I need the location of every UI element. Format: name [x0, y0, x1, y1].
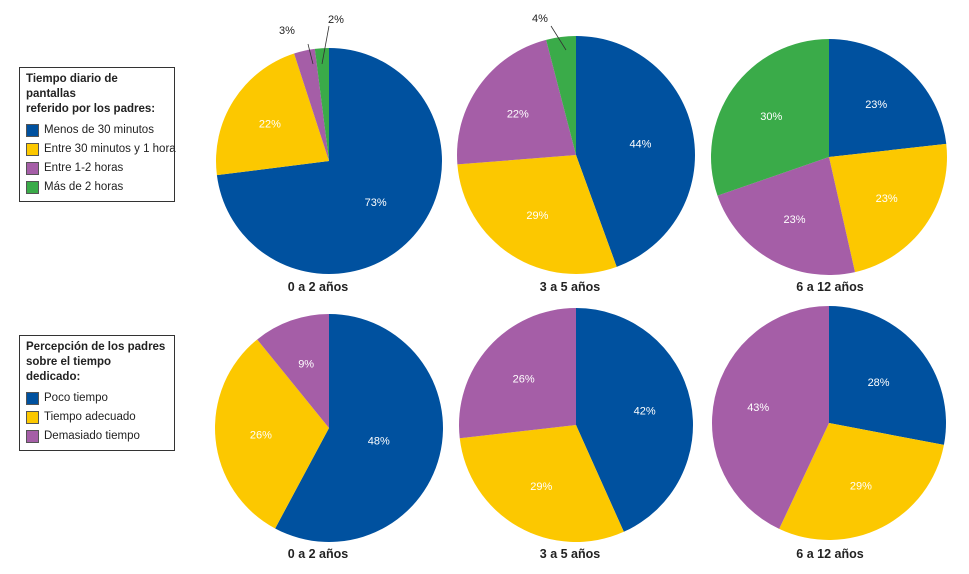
chart-title-top-1: 0 a 2 años	[287, 280, 349, 294]
pie-slice-label: 3%	[279, 25, 295, 37]
pie-slice-label: 22%	[507, 109, 529, 121]
pie-slice-label: 23%	[784, 214, 806, 226]
legend-perception: Percepción de los padres sobre el tiempo…	[19, 335, 175, 451]
pie-slice-label: 2%	[328, 14, 344, 26]
legend-item: Poco tiempo	[26, 389, 168, 408]
legend-item: Entre 30 minutos y 1 hora	[26, 140, 176, 159]
pie-slice	[779, 423, 944, 540]
pie-slice	[712, 306, 829, 529]
pie-slice-label: 4%	[532, 13, 548, 25]
pie-slice-label: 9%	[298, 359, 314, 371]
legend-swatch-green	[26, 181, 39, 194]
pie-slice	[459, 425, 624, 542]
legend-swatch-yellow	[26, 143, 39, 156]
pie-slice-label: 43%	[747, 402, 769, 414]
pie-slice	[829, 143, 947, 273]
chart-title-bottom-3: 6 a 12 años	[796, 547, 864, 561]
pie-slice	[717, 157, 855, 275]
pie-slice-label: 73%	[365, 197, 387, 209]
pie-slice-label: 23%	[865, 99, 887, 111]
legend-swatch-yellow	[26, 411, 39, 424]
legend-item: Entre 1-2 horas	[26, 159, 168, 178]
pie-slice	[576, 36, 696, 267]
legend-screen-time: Tiempo diario de pantallas referido por …	[19, 67, 176, 202]
legend-item: Más de 2 horas	[26, 178, 168, 197]
legend-swatch-blue	[26, 124, 39, 137]
pie-slice	[459, 308, 576, 439]
pie-slice-label: 23%	[876, 193, 898, 205]
pie-slice	[546, 36, 576, 155]
pie-slice	[215, 53, 329, 176]
pie-slice-label: 48%	[368, 435, 390, 447]
pie-slice-label: 29%	[850, 481, 872, 493]
pie-slice-label: 29%	[526, 210, 548, 222]
pie-slice	[711, 39, 829, 196]
chart-title-top-2: 3 a 5 años	[539, 280, 601, 294]
pie-slice	[275, 314, 443, 542]
callout-line	[321, 25, 330, 65]
pie-slice-label: 28%	[868, 377, 890, 389]
pie-slice	[576, 308, 693, 532]
pie-slice	[829, 39, 947, 157]
pie-slice	[257, 314, 329, 428]
pie-slice-label: 26%	[250, 429, 272, 441]
chart-title-bottom-2: 3 a 5 años	[539, 547, 601, 561]
chart-title-top-3: 6 a 12 años	[796, 280, 864, 294]
pie-slice	[829, 306, 946, 445]
pie-slice-label: 22%	[259, 118, 281, 130]
legend-title: Percepción de los padres sobre el tiempo…	[26, 341, 166, 383]
pie-slice-label: 42%	[634, 405, 656, 417]
chart-title-bottom-1: 0 a 2 años	[287, 547, 349, 561]
pie-slice-label: 44%	[629, 139, 651, 151]
legend-swatch-blue	[26, 392, 39, 405]
legend-swatch-purple	[26, 162, 39, 175]
pie-slice	[216, 48, 442, 274]
callout-line	[307, 43, 314, 65]
legend-title: Tiempo diario de pantallas referido por …	[26, 73, 156, 115]
legend-item: Tiempo adecuado	[26, 408, 168, 427]
legend-item: Menos de 30 minutos	[26, 121, 168, 140]
pie-slice	[457, 39, 576, 165]
legend-swatch-purple	[26, 430, 39, 443]
pie-slice-label: 29%	[530, 481, 552, 493]
pie-slice	[294, 48, 329, 161]
pie-slice	[457, 155, 617, 274]
pie-slice	[214, 339, 329, 529]
pie-slice-label: 30%	[760, 111, 782, 123]
callout-line	[550, 25, 567, 51]
pie-slice-label: 26%	[513, 373, 535, 385]
pie-slice	[314, 48, 329, 161]
legend-item: Demasiado tiempo	[26, 427, 168, 446]
